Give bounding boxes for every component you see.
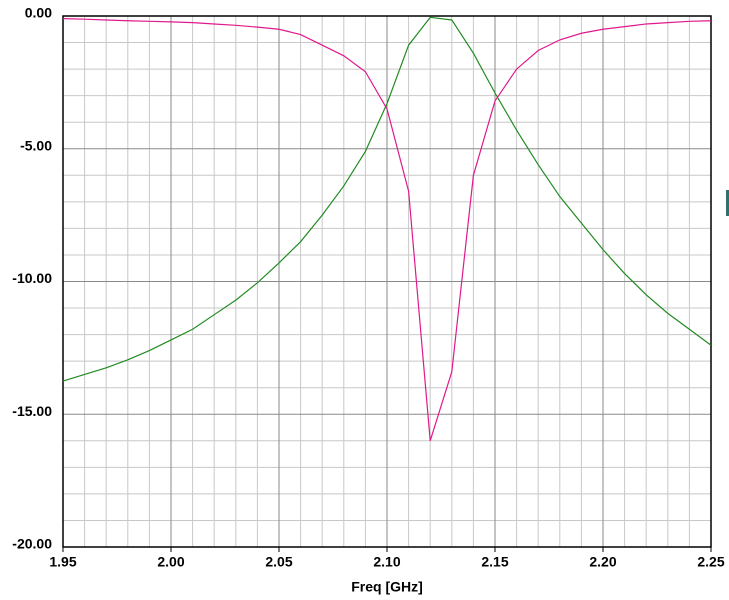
y-tick-label: -15.00 bbox=[12, 403, 52, 419]
x-tick-label: 2.05 bbox=[265, 554, 292, 570]
y-tick-label: 0.00 bbox=[25, 5, 52, 21]
edge-widget bbox=[726, 190, 729, 216]
x-tick-label: 2.10 bbox=[373, 554, 400, 570]
series-line bbox=[62, 18, 712, 441]
y-tick-label: -5.00 bbox=[20, 137, 52, 153]
series-line bbox=[62, 16, 712, 382]
y-tick-label: -10.00 bbox=[12, 270, 52, 286]
x-tick-label: 2.15 bbox=[481, 554, 508, 570]
x-tick-label: 2.25 bbox=[697, 554, 724, 570]
x-axis-label: Freq [GHz] bbox=[351, 579, 423, 595]
x-tick-label: 2.20 bbox=[589, 554, 616, 570]
x-tick-label: 1.95 bbox=[49, 554, 76, 570]
x-tick-label: 2.00 bbox=[157, 554, 184, 570]
plot-frame bbox=[62, 15, 712, 548]
y-tick-label: -20.00 bbox=[12, 536, 52, 552]
